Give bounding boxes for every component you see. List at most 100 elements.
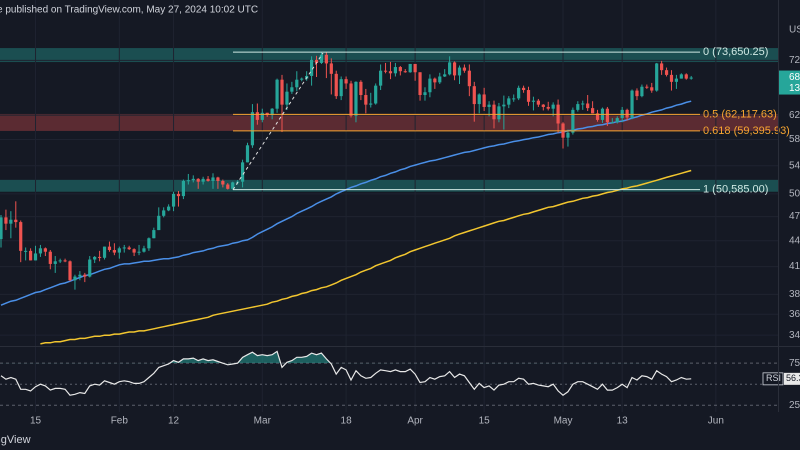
candle-body bbox=[625, 109, 629, 118]
candle-body bbox=[48, 251, 52, 264]
candle-body bbox=[650, 87, 654, 91]
candle-body bbox=[605, 108, 609, 123]
candle-body bbox=[171, 193, 176, 207]
candle-body bbox=[176, 193, 181, 197]
candle-body bbox=[285, 91, 289, 105]
candle-body bbox=[309, 59, 314, 76]
candle-body bbox=[226, 184, 230, 189]
candle-body bbox=[127, 247, 131, 250]
candle-body bbox=[211, 177, 215, 181]
x-tick-label: 15 bbox=[30, 416, 42, 427]
candle-body bbox=[487, 104, 491, 107]
y-tick-label: 41,000 bbox=[789, 261, 800, 272]
candle-body bbox=[132, 249, 136, 253]
candle-body bbox=[477, 94, 481, 105]
x-tick-label: 18 bbox=[341, 416, 353, 427]
x-tick-label: Jun bbox=[708, 416, 724, 427]
candle-body bbox=[33, 253, 38, 261]
candle-body bbox=[630, 90, 634, 118]
candle-body bbox=[122, 247, 126, 249]
candle-body bbox=[679, 74, 683, 79]
candle-body bbox=[467, 70, 471, 87]
candle-body bbox=[275, 79, 279, 109]
candle-body bbox=[186, 180, 190, 182]
candle-body bbox=[438, 76, 442, 83]
candle-body bbox=[339, 79, 343, 97]
candle-body bbox=[142, 248, 146, 252]
candle-body bbox=[398, 67, 402, 72]
candle-body bbox=[280, 79, 284, 105]
candle-body bbox=[334, 73, 338, 97]
x-tick-label: 13 bbox=[617, 416, 629, 427]
x-tick-label: 15 bbox=[479, 416, 491, 427]
rsi-line bbox=[0, 350, 692, 396]
footer-brand: TradingView bbox=[0, 434, 31, 446]
candle-body bbox=[250, 112, 255, 146]
candle-body bbox=[428, 78, 432, 93]
fib-label: 0.618 (59,395.93) bbox=[703, 125, 790, 137]
candle-body bbox=[290, 87, 294, 92]
candle-body bbox=[457, 67, 462, 76]
candle-body bbox=[610, 122, 614, 124]
candle-body bbox=[541, 104, 545, 107]
candle-body bbox=[221, 180, 225, 185]
candle-body bbox=[98, 256, 102, 258]
candle-body bbox=[38, 248, 43, 254]
candle-body bbox=[576, 104, 580, 110]
candle-body bbox=[314, 59, 319, 63]
candle-body bbox=[206, 178, 210, 181]
last-price-label: 68,700 bbox=[789, 72, 800, 83]
candle-body bbox=[329, 63, 333, 74]
candle-body bbox=[531, 100, 536, 102]
candle-body bbox=[191, 178, 195, 181]
rsi-pane bbox=[0, 350, 778, 406]
candle-body bbox=[551, 104, 555, 109]
x-tick-label: 12 bbox=[168, 416, 180, 427]
candle-body bbox=[615, 118, 619, 123]
candle-body bbox=[196, 178, 200, 182]
candle-body bbox=[117, 248, 121, 253]
candle-body bbox=[88, 259, 92, 277]
candle-body bbox=[526, 90, 531, 102]
candle-body bbox=[595, 113, 600, 120]
rsi-name: RSI bbox=[766, 373, 781, 383]
candle-body bbox=[167, 206, 171, 211]
candle-body bbox=[536, 100, 540, 105]
candle-body bbox=[43, 248, 47, 252]
x-tick-label: Apr bbox=[407, 416, 423, 427]
candle-body bbox=[152, 230, 156, 239]
candle-body bbox=[492, 104, 496, 120]
candle-body bbox=[374, 85, 378, 104]
candle-body bbox=[68, 261, 72, 281]
candle-body bbox=[452, 62, 457, 76]
y-tick-label: 38,000 bbox=[789, 289, 800, 300]
candle-body bbox=[418, 72, 422, 96]
label-layer: 72,000 62,000 58,000 54,000 50,000 47,000 44,0… bbox=[30, 46, 800, 427]
candle-body bbox=[147, 238, 151, 249]
candle-body bbox=[78, 274, 82, 277]
y-tick-label: 54,000 bbox=[789, 160, 800, 171]
rsi-value-tag bbox=[784, 372, 800, 385]
candle-body bbox=[591, 108, 595, 114]
background-layer bbox=[0, 0, 778, 412]
candle-body bbox=[497, 106, 501, 120]
rsi-value-label: 56.37 bbox=[786, 373, 800, 383]
candle-body bbox=[521, 87, 526, 91]
candle-body bbox=[413, 63, 417, 73]
candle-body bbox=[112, 250, 116, 253]
candle-body bbox=[63, 260, 67, 262]
y-tick-label: 72,000 bbox=[789, 55, 800, 66]
x-tick-label: May bbox=[554, 416, 573, 427]
x-tick-label: Mar bbox=[254, 416, 272, 427]
candle-body bbox=[546, 106, 550, 109]
candle-body bbox=[216, 177, 220, 181]
y-tick-label: 58,000 bbox=[789, 134, 800, 145]
candle-body bbox=[408, 63, 412, 73]
y-tick-label: 44,000 bbox=[789, 235, 800, 246]
candle-body bbox=[73, 276, 77, 281]
candle-body bbox=[319, 54, 324, 63]
candle-body bbox=[359, 81, 363, 96]
candle-body bbox=[364, 95, 368, 105]
candle-body bbox=[0, 217, 3, 240]
candle-body bbox=[107, 246, 112, 251]
